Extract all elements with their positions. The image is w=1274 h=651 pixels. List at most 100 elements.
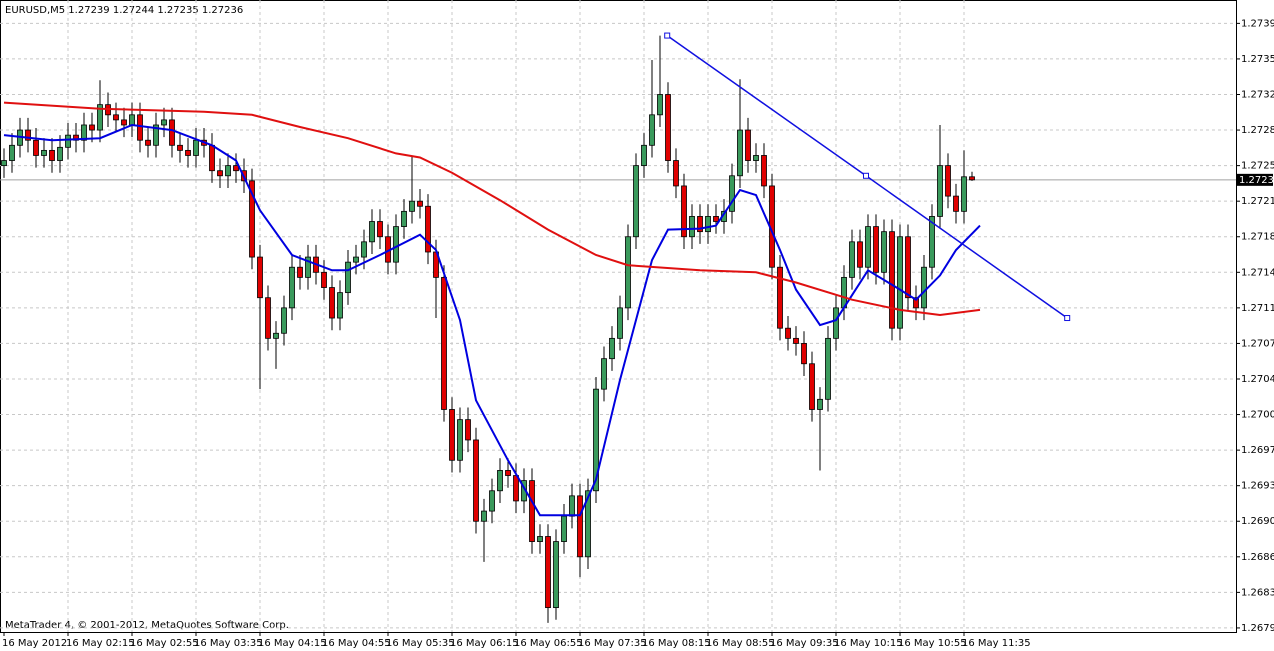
x-tick-label: 16 May 2012 [2, 638, 67, 649]
candle-body [481, 510, 487, 522]
candle-body [273, 332, 279, 339]
candle-body [673, 160, 679, 187]
candle-body [169, 119, 175, 146]
candle-body [177, 144, 183, 151]
candle-body [377, 221, 383, 238]
candle-body [121, 119, 127, 126]
price-box [1237, 173, 1273, 186]
candle-body [657, 94, 663, 116]
candle-body [625, 236, 631, 309]
y-tick-label: 1.27250 [1241, 161, 1274, 172]
candle-body [913, 297, 919, 309]
candle-body [33, 139, 39, 156]
candle-body [473, 439, 479, 522]
candle-body [817, 398, 823, 410]
candle-body [89, 124, 95, 131]
candle-body [281, 307, 287, 334]
trend-handle [1064, 315, 1071, 322]
y-tick-label: 1.26830 [1241, 587, 1274, 598]
candle-body [193, 139, 199, 156]
candle-body [289, 266, 295, 309]
x-tick-label: 16 May 03:35 [194, 638, 263, 649]
candle-body [81, 124, 87, 141]
candle-body [65, 134, 71, 148]
candle-body [665, 94, 671, 161]
candle-body [905, 236, 911, 299]
x-tick-label: 16 May 02:55 [130, 638, 199, 649]
candle-body [153, 124, 159, 146]
candle-body [753, 155, 759, 161]
x-tick-label: 16 May 08:15 [642, 638, 711, 649]
candle-body [233, 165, 239, 172]
candle-body [793, 337, 799, 344]
y-tick-label: 1.27390 [1241, 18, 1274, 29]
y-tick-label: 1.27110 [1241, 303, 1274, 314]
candle-body [185, 149, 191, 156]
candle-body [745, 129, 751, 161]
candle-body [537, 536, 543, 542]
candle-body [393, 226, 399, 263]
footer: MetaTrader 4, © 2001-2012, MetaQuotes So… [5, 620, 289, 631]
x-tick-label: 16 May 08:55 [706, 638, 775, 649]
candle-body [889, 231, 895, 329]
candle-body [825, 337, 831, 400]
candle-body [449, 409, 455, 461]
candle-body [937, 165, 943, 217]
candle-body [249, 180, 255, 258]
candle-body [561, 515, 567, 542]
candle-body [113, 114, 119, 121]
chart-title: EURUSD,M5 1.27239 1.27244 1.27235 1.2723… [5, 5, 243, 16]
candle-body [929, 216, 935, 268]
candle-body [25, 129, 31, 141]
candle-body [865, 226, 871, 268]
y-tick-label: 1.26900 [1241, 516, 1274, 527]
candle-body [633, 165, 639, 238]
candle-body [833, 307, 839, 339]
candle-body [577, 495, 583, 558]
candle-body [921, 266, 927, 309]
candle-body [369, 221, 375, 243]
y-tick-label: 1.27040 [1241, 374, 1274, 385]
candle-body [545, 536, 551, 609]
y-tick-label: 1.27005 [1241, 410, 1274, 421]
x-tick-label: 16 May 02:15 [66, 638, 135, 649]
candle-body [265, 297, 271, 339]
trend-handle [863, 172, 869, 179]
candle-body [297, 266, 303, 278]
candle-body [225, 165, 231, 177]
candle-body [497, 470, 503, 492]
candle-body [305, 256, 311, 278]
candle-body [761, 155, 767, 187]
candle-body [129, 114, 135, 126]
candle-body [409, 200, 415, 212]
candle-body [329, 287, 335, 319]
candle-body [969, 176, 975, 181]
candle-body [713, 216, 719, 222]
candle-body [873, 226, 879, 273]
candle-body [569, 495, 575, 517]
x-tick-label: 16 May 04:15 [258, 638, 327, 649]
candle-body [849, 241, 855, 278]
candle-body [553, 541, 559, 609]
candle-body [601, 358, 607, 390]
x-tick-label: 16 May 05:35 [386, 638, 455, 649]
x-tick-label: 16 May 10:15 [834, 638, 903, 649]
price-label: 1.27236 [1239, 175, 1274, 186]
candle-body [57, 146, 63, 161]
candle-body [729, 175, 735, 212]
candle-body [9, 144, 15, 161]
candle-body [705, 216, 711, 233]
candle-body [785, 327, 791, 339]
x-tick-label: 16 May 11:35 [962, 638, 1031, 649]
candle-body [345, 261, 351, 294]
candle-body [505, 470, 511, 476]
candle-body [145, 139, 151, 146]
candle-body [529, 480, 535, 542]
candle-body [425, 205, 431, 253]
candle-body [641, 144, 647, 167]
y-tick-label: 1.26935 [1241, 481, 1274, 492]
candle-body [593, 388, 599, 492]
x-tick-label: 16 May 04:55 [322, 638, 391, 649]
y-tick-label: 1.27180 [1241, 232, 1274, 243]
